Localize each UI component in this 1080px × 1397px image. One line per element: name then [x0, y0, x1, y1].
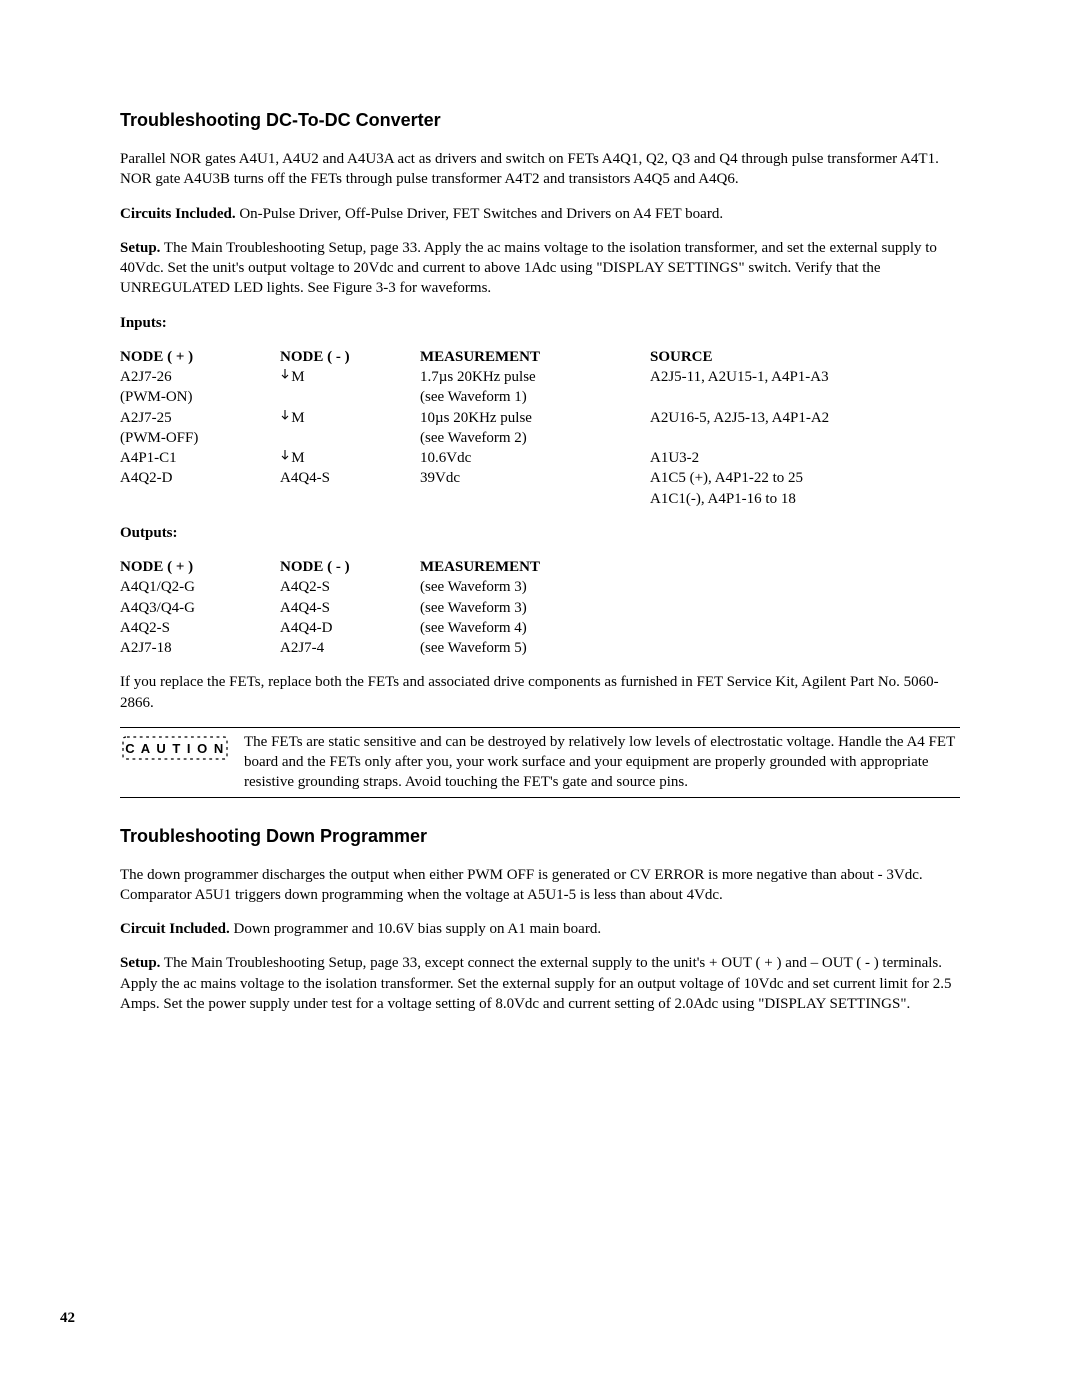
table-cell: 39Vdc [420, 468, 650, 509]
section1-para1: Parallel NOR gates A4U1, A4U2 and A4U3A … [120, 149, 960, 190]
circuits-text: On-Pulse Driver, Off-Pulse Driver, FET S… [236, 206, 724, 222]
fet-note: If you replace the FETs, replace both th… [120, 672, 960, 713]
hdr-node-neg: NODE ( - ) [280, 347, 420, 367]
setup-label: Setup. [120, 240, 160, 256]
circuit-label: Circuit Included. [120, 921, 230, 937]
caution-text: The FETs are static sensitive and can be… [244, 732, 960, 793]
setup2-label: Setup. [120, 955, 160, 971]
table-cell: A4Q3/Q4-G [120, 598, 280, 618]
circuits-label: Circuits Included. [120, 206, 236, 222]
hdr-node-pos: NODE ( + ) [120, 557, 280, 577]
table-cell: M [280, 408, 420, 449]
hdr-measurement: MEASUREMENT [420, 557, 650, 577]
inputs-table: NODE ( + )NODE ( - )MEASUREMENTSOURCEA2J… [120, 347, 960, 509]
table-cell: (see Waveform 5) [420, 638, 650, 658]
table-cell: A4Q2-D [120, 468, 280, 509]
caution-badge: C A U T I O N [120, 734, 230, 762]
caution-label-text: C A U T I O N [125, 741, 224, 756]
section2-title: Troubleshooting Down Programmer [120, 826, 960, 847]
section2-setup: Setup. The Main Troubleshooting Setup, p… [120, 953, 960, 1014]
setup2-text: The Main Troubleshooting Setup, page 33,… [120, 955, 951, 1012]
table-cell: A2J7-18 [120, 638, 280, 658]
circuit-text: Down programmer and 10.6V bias supply on… [230, 921, 601, 937]
table-cell: A2J7-25(PWM-OFF) [120, 408, 280, 449]
table-cell: A4P1-C1 [120, 448, 280, 468]
hdr-source: SOURCE [650, 347, 960, 367]
table-cell: 10.6Vdc [420, 448, 650, 468]
table-cell: (see Waveform 3) [420, 577, 650, 597]
table-cell: A1U3-2 [650, 448, 960, 468]
table-cell: A2J5-11, A2U15-1, A4P1-A3 [650, 367, 960, 408]
section1-title: Troubleshooting DC-To-DC Converter [120, 110, 960, 131]
table-cell: A2J7-26(PWM-ON) [120, 367, 280, 408]
table-cell: (see Waveform 3) [420, 598, 650, 618]
hdr-node-pos: NODE ( + ) [120, 347, 280, 367]
table-cell: A4Q2-S [120, 618, 280, 638]
section1-circuits: Circuits Included. On-Pulse Driver, Off-… [120, 204, 960, 224]
document-page: Troubleshooting DC-To-DC Converter Paral… [60, 0, 1020, 1088]
table-cell: A4Q1/Q2-G [120, 577, 280, 597]
caution-block: C A U T I O N The FETs are static sensit… [120, 727, 960, 798]
outputs-label: Outputs: [120, 523, 960, 543]
setup-text: The Main Troubleshooting Setup, page 33.… [120, 240, 937, 297]
section1-setup: Setup. The Main Troubleshooting Setup, p… [120, 238, 960, 299]
ground-icon [280, 448, 290, 468]
table-cell: A1C5 (+), A4P1-22 to 25A1C1(-), A4P1-16 … [650, 468, 960, 509]
table-cell: 1.7µs 20KHz pulse(see Waveform 1) [420, 367, 650, 408]
section2-para1: The down programmer discharges the outpu… [120, 865, 960, 906]
table-cell: M [280, 448, 420, 468]
section2-circuit: Circuit Included. Down programmer and 10… [120, 919, 960, 939]
table-cell: A4Q4-D [280, 618, 420, 638]
table-cell: A4Q4-S [280, 598, 420, 618]
hdr-node-neg: NODE ( - ) [280, 557, 420, 577]
table-cell: (see Waveform 4) [420, 618, 650, 638]
table-cell: A2U16-5, A2J5-13, A4P1-A2 [650, 408, 960, 449]
table-cell: A4Q2-S [280, 577, 420, 597]
table-cell: A4Q4-S [280, 468, 420, 509]
table-cell: 10µs 20KHz pulse(see Waveform 2) [420, 408, 650, 449]
outputs-table: NODE ( + )NODE ( - )MEASUREMENT A4Q1/Q2-G… [120, 557, 960, 658]
page-number: 42 [60, 1310, 75, 1327]
ground-icon [280, 408, 290, 428]
table-cell: A2J7-4 [280, 638, 420, 658]
inputs-label: Inputs: [120, 313, 960, 333]
ground-icon [280, 367, 290, 387]
hdr-measurement: MEASUREMENT [420, 347, 650, 367]
table-cell: M [280, 367, 420, 408]
